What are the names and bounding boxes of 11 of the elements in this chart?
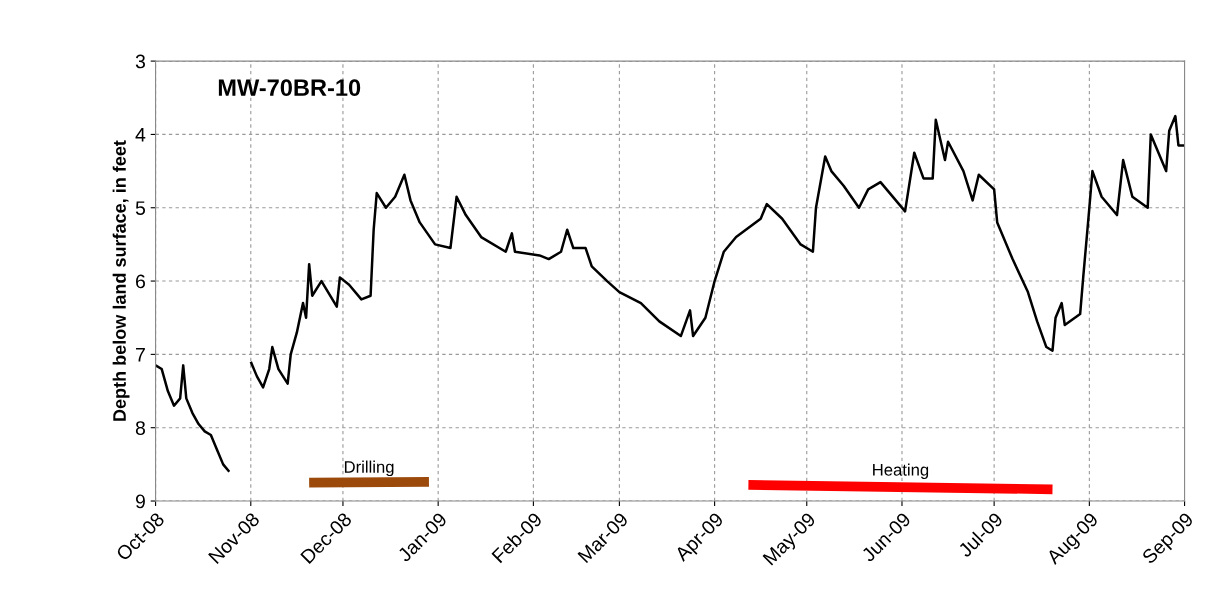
y-tick-label: 9 [135, 494, 145, 509]
y-tick-label: 7 [136, 348, 145, 362]
y-tick-label: 3 [135, 54, 145, 69]
series-label: Heating [873, 463, 929, 480]
text: MW-70BR-10 [218, 79, 361, 97]
series-label: Drilling [344, 460, 394, 477]
y-tick-label: 8 [135, 421, 146, 435]
y-axis-title: Depth below land surface, in feet [112, 140, 130, 421]
y-tick-label: 6 [136, 274, 145, 289]
y-tick-label: 5 [135, 201, 146, 215]
y-tick-label: 4 [135, 128, 146, 142]
